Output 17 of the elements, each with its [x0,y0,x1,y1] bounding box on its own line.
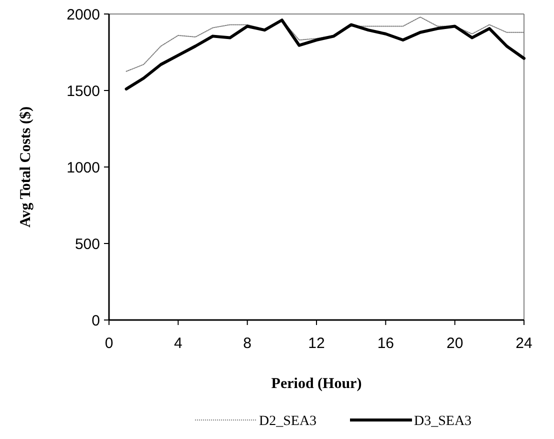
y-tick-label: 500 [74,236,100,253]
x-tick-label: 8 [243,335,252,352]
x-tick-label: 0 [104,335,114,352]
y-tick-label: 2000 [66,6,100,24]
y-tick-label: 1500 [66,82,100,100]
y-tick-label: 1000 [66,159,100,176]
legend-label: D3_SEA3 [414,414,472,429]
y-axis-title: Avg Total Costs ($) [18,106,34,228]
x-tick-label: 16 [377,335,394,352]
legend-label: D2_SEA3 [259,414,317,429]
line-series [124,18,526,90]
x-axis-title: Period (Hour) [271,376,362,392]
x-tick-label: 12 [308,335,325,352]
x-tick-label: 24 [516,335,532,352]
y-tick-label: 0 [92,312,100,330]
x-tick-label: 4 [174,335,182,352]
x-tick-label: 20 [446,335,464,352]
